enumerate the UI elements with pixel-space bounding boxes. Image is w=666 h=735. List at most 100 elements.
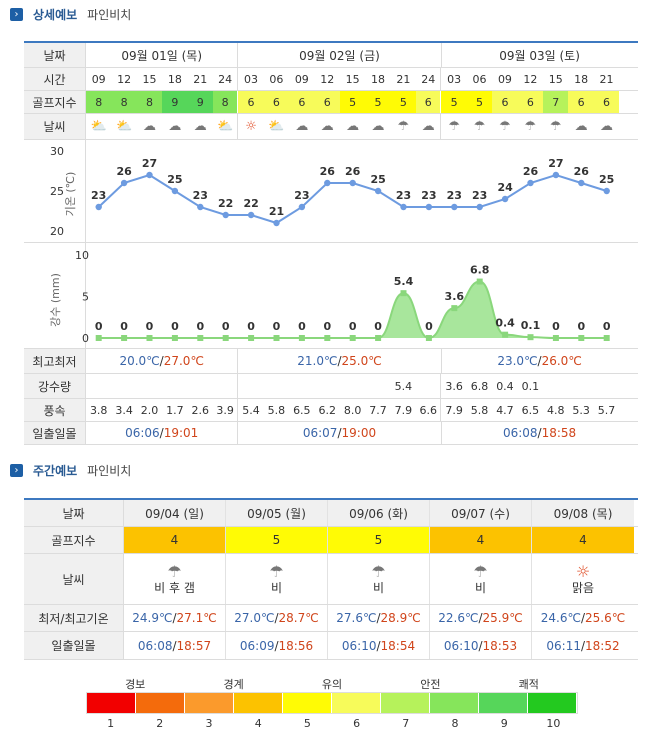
rain-point [451,305,458,312]
cloudy-icon: ☁ [421,119,435,134]
legend-number: 5 [303,717,311,730]
time-cell: 21 [193,72,208,86]
time-cell: 21 [599,72,614,86]
weekly-weather-cell: ☂ 비 후 갬 [124,554,226,604]
sun-header: 일출일몰 [24,422,86,444]
weekly-sunrise: 06:10 [443,638,479,653]
temperature-point [324,179,331,187]
weekly-golf-cell: 5 [226,527,328,553]
weather-cell: ⛅ [86,114,111,139]
rainfall-cell [213,374,239,398]
golf-index-cell: 7 [543,91,569,113]
wind-cell: 8.0 [343,403,362,417]
day-3-sun: 06:08/18:58 [502,426,577,440]
rain-value-label: 3.6 [445,290,465,303]
weekly-date-cell: 09/05 (월) [226,500,328,526]
rain-point [324,335,331,341]
golf-index-cell: 9 [162,91,188,113]
temperature-value-label: 23 [294,189,309,202]
weekly-sunset: 18:56 [278,638,314,653]
temperature-point [222,211,229,219]
golf-index-cell: 8 [212,91,239,113]
weekly-high-temp: 28.7℃ [278,611,319,625]
legend-level-label: 유의 [321,678,343,691]
wind-cell: 7.9 [445,403,463,417]
temperature-point [578,179,585,187]
sun-icon: ☼ [245,119,257,134]
legend-color-swatch [185,693,234,713]
time-cell: 24 [416,68,442,90]
weekly-weather-cell: ☂ 비 [226,554,328,604]
time-cell: 03 [244,72,259,86]
time-cell: 09 [91,72,106,86]
temperature-tick-label: 25 [50,185,64,198]
legend-color-swatch [283,693,332,713]
weekly-sunset: 18:54 [380,638,416,653]
weekly-golf-header: 골프지수 [24,527,124,553]
wind-cell: 5.3 [572,403,590,417]
weather-row: 날씨 ⛅ ⛅ ☁ ☁ ☁ ⛅ ☼ ⛅ ☁ ☁ ☁ ☁ ☂ ☁ ☂ ☂ ☂ ☂ ☂ ☁ ☁ [24,114,638,140]
rainfall-cell [264,374,289,398]
wind-cell: 3.4 [115,403,133,417]
weekly-weather-row: 날씨 ☂ 비 후 갬 ☂ 비 ☂ 비 ☂ 비 ☼ 맑음 [24,554,638,605]
weekly-temp-header: 최저/최고기온 [24,605,124,631]
time-cell: 15 [142,72,157,86]
weekly-weather-text: 비 [474,581,487,596]
rain-icon: ☂ [448,119,460,134]
temperature-value-label: 27 [548,157,563,170]
weather-cell: ⛅ [111,114,136,139]
temperature-point [527,179,534,187]
weekly-sun-cell: 06:10/18:53 [430,632,532,659]
temperature-value-label: 27 [142,157,157,170]
rain-value-label: 0 [273,320,281,333]
wind-cell: 7.9 [394,403,413,417]
wind-cell: 7.7 [369,403,387,417]
cloudy-icon: ☁ [193,119,207,134]
sun-icon: ☼ [575,562,591,582]
chevron-right-icon: › [10,7,23,21]
rain-value-label: 0 [222,320,230,333]
legend-color-swatch [234,693,283,713]
rainfall-cell [289,374,314,398]
wind-cell: 5.8 [470,403,489,417]
golf-index-cell: 5 [365,91,391,113]
weekly-low-temp: 27.0℃ [234,611,275,625]
time-cell: 03 [447,72,462,86]
temperature-chart-row [24,140,638,243]
rain-value-label: 0 [603,320,611,333]
legend-number: 6 [353,717,361,730]
weekly-sun-cell: 06:08/18:57 [124,632,226,659]
golf-index-cell: 5 [466,91,493,113]
weekly-temp-cell: 24.9℃/27.1℃ [124,605,226,631]
wind-header: 풍속 [24,399,86,421]
rain-icon: ☂ [473,119,486,134]
weekly-weather-cell: ☼ 맑음 [532,554,634,604]
rain-area [98,281,607,338]
weekly-high-temp: 27.1℃ [176,611,217,625]
detail-title: 상세예보 [33,7,78,22]
legend-color-swatch [332,693,381,713]
rainfall-row: 강수량 5.4 3.6 6.8 0.4 0.1 [24,374,638,399]
rain-icon: ☂ [397,119,410,134]
weather-cell: ☂ [492,114,517,139]
rain-point [502,331,509,338]
golf-index-cell: 5 [441,91,467,113]
cloudy-icon: ☁ [295,119,309,134]
weekly-sunset: 18:52 [585,638,620,653]
weekly-temp-cell: 22.6℃/25.9℃ [430,605,532,631]
temperature-value-label: 22 [243,197,258,210]
temperature-value-label: 23 [472,189,487,202]
legend-number: 4 [254,717,262,730]
legend-number: 1 [107,717,115,730]
rain-tick-label: 10 [75,249,89,262]
day-3-date: 09월 03일 (토) [499,48,580,63]
temperature-point [95,203,102,211]
temperature-value-label: 25 [370,173,385,186]
wind-cell: 6.6 [416,399,442,421]
temperature-point [171,187,179,195]
rain-value-label: 0 [374,320,382,333]
legend-color-swatch [136,693,185,713]
rain-value-label: 0 [146,320,154,333]
temperature-value-label: 23 [421,189,436,202]
time-cell: 12 [117,72,132,86]
